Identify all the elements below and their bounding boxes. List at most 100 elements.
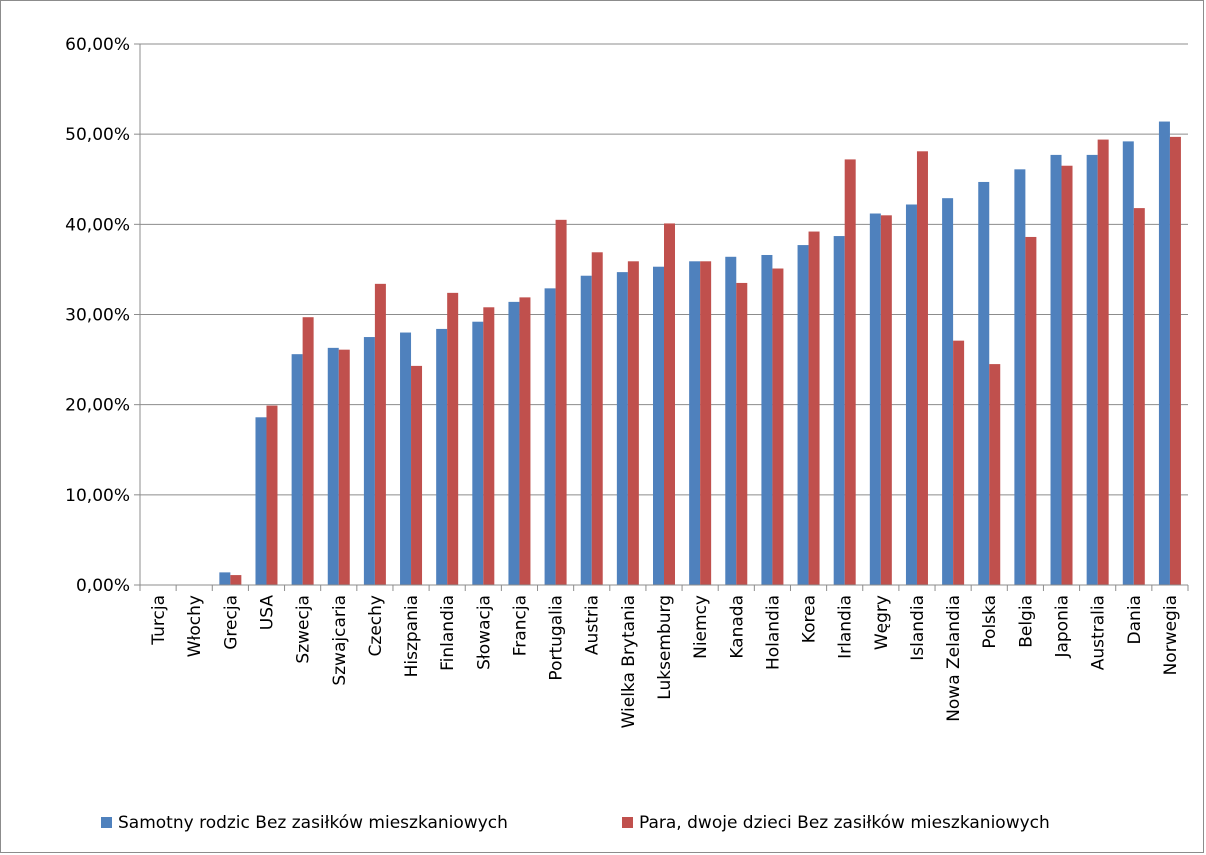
y-tick-label: 0,00% (76, 576, 130, 596)
y-tick-label: 50,00% (65, 125, 130, 145)
bar-series1 (1158, 121, 1170, 585)
bar-series2 (447, 292, 459, 585)
legend-swatch-series2 (622, 817, 633, 828)
x-category-label: Szwajcaria (330, 595, 350, 686)
x-category-label: Belgia (1016, 595, 1036, 648)
x-category-label: Korea (800, 595, 820, 643)
x-category-label: Wielka Brytania (619, 595, 639, 728)
bar-series1 (869, 213, 881, 585)
y-tick-label: 60,00% (65, 35, 130, 55)
bar-series1 (761, 254, 773, 586)
x-category-label: Włochy (185, 595, 205, 657)
bar-series1 (616, 272, 628, 585)
bar-series1 (291, 354, 303, 585)
bar-series1 (905, 204, 917, 585)
bar-series2 (989, 364, 1001, 585)
bars (219, 121, 1181, 586)
x-category-label: Francja (510, 595, 530, 656)
bar-series1 (689, 261, 701, 585)
y-axis-tick-labels: 0,00% 10,00% 20,00% 30,00% 40,00% 50,00% 60,00… (65, 35, 130, 596)
bar-series1 (255, 417, 267, 585)
x-category-label: Irlandia (836, 595, 856, 659)
bar-series1 (327, 347, 339, 585)
bar-series1 (472, 321, 484, 585)
x-category-label: Grecja (221, 595, 241, 650)
x-category-label: Czechy (366, 595, 386, 656)
bar-series2 (302, 317, 314, 585)
bar-series2 (700, 261, 712, 585)
x-category-label: Turcja (149, 595, 169, 646)
bar-series2 (483, 307, 495, 585)
legend: Samotny rodzic Bez zasiłków mieszkaniowy… (101, 813, 1050, 833)
x-category-label: Portugalia (547, 595, 567, 681)
bar-series2 (591, 252, 603, 585)
y-tick-label: 40,00% (65, 215, 130, 235)
bar-series2 (555, 219, 567, 585)
bar-series2 (844, 159, 856, 585)
bar-series1 (797, 245, 809, 586)
bar-series1 (942, 198, 954, 585)
x-category-label: Hiszpania (402, 595, 422, 677)
x-category-label: Słowacja (474, 595, 494, 670)
x-category-label: Węgry (872, 595, 892, 650)
bar-series2 (772, 268, 784, 585)
bar-series2 (266, 405, 278, 585)
bar-series1 (1086, 154, 1098, 585)
bar-series2 (1061, 165, 1073, 585)
bar-series1 (978, 181, 990, 585)
x-category-label: Dania (1125, 595, 1145, 644)
bar-series2 (880, 215, 892, 586)
bar-series1 (1014, 169, 1026, 585)
bar-series2 (338, 349, 350, 585)
bar-series1 (580, 275, 592, 585)
bar-series1 (653, 266, 664, 585)
bar-series1 (1050, 154, 1062, 585)
x-category-label: Islandia (908, 595, 928, 661)
bar-series2 (1097, 139, 1109, 585)
bar-series2 (808, 231, 820, 585)
bar-series1 (1122, 141, 1134, 585)
bar-series1 (725, 256, 737, 585)
x-category-label: Austria (583, 595, 603, 655)
bar-series2 (519, 297, 531, 585)
bar-series1 (544, 288, 556, 585)
bar-series2 (1133, 208, 1145, 585)
x-axis-category-labels: Turcja Włochy Grecja USA Szwecja Szwajcaria Cz… (149, 595, 1181, 729)
axes (134, 43, 1189, 591)
bar-series1 (400, 332, 412, 585)
bar-series2 (230, 575, 242, 585)
bar-series2 (374, 283, 386, 585)
bar-series1 (436, 328, 448, 585)
bar-series2 (1169, 136, 1181, 585)
y-tick-label: 10,00% (65, 486, 130, 506)
x-category-label: Luksemburg (655, 595, 675, 700)
legend-label-series1: Samotny rodzic Bez zasiłków mieszkaniowy… (118, 813, 508, 833)
x-category-label: Kanada (727, 595, 747, 659)
y-tick-label: 30,00% (65, 306, 130, 326)
bar-series2 (736, 282, 748, 585)
x-category-label: Polska (980, 595, 1000, 649)
x-category-label: Nowa Zelandia (944, 595, 964, 722)
x-category-label: Niemcy (691, 595, 711, 659)
bar-series2 (1025, 236, 1037, 585)
x-category-label: Finlandia (438, 595, 458, 671)
bar-series2 (411, 365, 423, 585)
bar-series2 (627, 261, 639, 585)
bar-series1 (363, 337, 375, 585)
bar-series2 (664, 223, 675, 585)
legend-label-series2: Para, dwoje dzieci Bez zasiłków mieszkan… (639, 813, 1050, 833)
x-category-label: Holandia (763, 595, 783, 670)
y-tick-label: 20,00% (65, 396, 130, 416)
x-category-label: Japonia (1053, 595, 1073, 659)
x-category-label: USA (257, 595, 277, 631)
bar-series1 (219, 572, 231, 585)
bar-series2 (916, 151, 928, 585)
bar-series1 (833, 236, 845, 585)
legend-swatch-series1 (101, 817, 112, 828)
x-category-label: Norwegia (1161, 595, 1181, 675)
bar-series1 (508, 301, 520, 585)
x-category-label: Australia (1089, 595, 1109, 670)
x-category-label: Szwecja (294, 595, 314, 664)
